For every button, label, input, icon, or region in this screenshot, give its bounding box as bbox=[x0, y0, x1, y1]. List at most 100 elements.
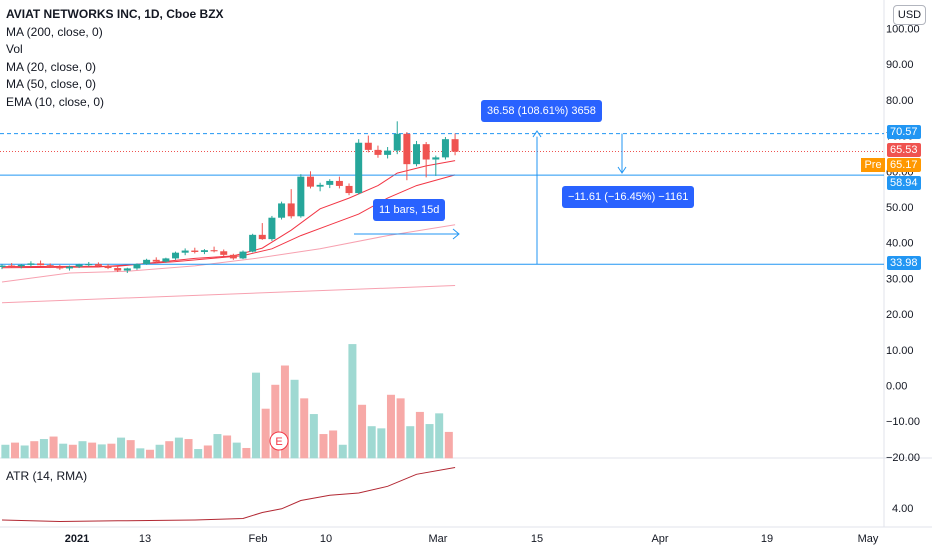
price-label-line-a: 58.94 bbox=[887, 176, 921, 190]
candle-body bbox=[8, 265, 16, 267]
bars-range-arrowhead bbox=[452, 228, 460, 240]
earnings-marker-label: E bbox=[275, 436, 282, 448]
volume-bar bbox=[11, 442, 20, 459]
ma50-line bbox=[1, 224, 456, 283]
candle-body bbox=[316, 184, 324, 187]
x-tick-label: May bbox=[858, 533, 879, 545]
volume-bar bbox=[444, 431, 453, 459]
candle-body bbox=[239, 251, 247, 259]
legend-ema10[interactable]: EMA (10, close, 0) bbox=[6, 94, 105, 109]
atr-legend[interactable]: ATR (14, RMA) bbox=[6, 469, 88, 483]
volume-bar bbox=[88, 442, 97, 459]
volume-bar bbox=[348, 344, 357, 459]
candle-body bbox=[451, 139, 459, 152]
candle-body bbox=[162, 258, 170, 262]
candle-body bbox=[306, 176, 314, 187]
legend-ma50[interactable]: MA (50, close, 0) bbox=[6, 77, 97, 91]
candle-body bbox=[65, 266, 73, 269]
candle-body bbox=[268, 217, 276, 240]
volume-bar bbox=[319, 434, 328, 459]
volume-bar bbox=[261, 408, 270, 459]
candle-body bbox=[229, 254, 237, 259]
volume-bar bbox=[271, 384, 280, 459]
pre-market-tag: Pre bbox=[861, 158, 885, 172]
price-label-last: 65.53 bbox=[887, 143, 921, 157]
chart-legend: AVIAT NETWORKS INC, 1D, Cboe BZX MA (200… bbox=[6, 6, 224, 111]
candle-body bbox=[441, 139, 449, 158]
currency-button[interactable]: USD bbox=[893, 5, 926, 25]
candle-body bbox=[297, 176, 305, 217]
range-down-callout[interactable]: −11.61 (−16.45%) −1161 bbox=[562, 186, 695, 208]
volume-bar bbox=[78, 441, 87, 459]
price-label-dashed: 70.57 bbox=[887, 125, 921, 139]
volume-bar bbox=[117, 437, 126, 459]
legend-ma200[interactable]: MA (200, close, 0) bbox=[6, 24, 103, 39]
earnings-marker bbox=[269, 431, 289, 451]
x-tick-label: 15 bbox=[531, 533, 543, 545]
volume-bar bbox=[126, 440, 135, 459]
y-tick-label: 50.00 bbox=[886, 202, 914, 214]
volume-bar bbox=[194, 449, 203, 459]
y-tick-label: 80.00 bbox=[886, 95, 914, 107]
x-tick-label: Mar bbox=[429, 533, 448, 545]
candle-body bbox=[384, 150, 392, 155]
candle-body bbox=[220, 251, 228, 255]
volume-bar bbox=[232, 442, 241, 459]
candle-body bbox=[114, 268, 122, 271]
volume-bar bbox=[49, 436, 58, 459]
volume-bar bbox=[145, 449, 154, 459]
legend-ma20[interactable]: MA (20, close, 0) bbox=[6, 59, 97, 74]
candle-body bbox=[432, 157, 440, 160]
candle-body bbox=[393, 133, 401, 151]
volume-bar bbox=[358, 404, 367, 459]
volume-bar bbox=[155, 444, 164, 459]
candle-body bbox=[364, 142, 372, 150]
candle-body bbox=[278, 203, 286, 218]
volume-bar bbox=[213, 434, 222, 459]
y-tick-label: −10.00 bbox=[886, 416, 920, 428]
y-tick-label: 20.00 bbox=[886, 309, 914, 321]
x-tick-label: 2021 bbox=[65, 533, 89, 545]
candle-body bbox=[75, 264, 83, 267]
x-tick-label: Apr bbox=[651, 533, 668, 545]
range-up-callout[interactable]: 36.58 (108.61%) 3658 bbox=[481, 100, 602, 122]
candle-body bbox=[210, 250, 218, 252]
candle-body bbox=[355, 142, 363, 194]
legend-vol[interactable]: Vol bbox=[6, 42, 23, 56]
range-up-arrowhead bbox=[532, 130, 542, 138]
candle-body bbox=[46, 265, 54, 267]
ma20-line bbox=[1, 174, 456, 269]
volume-bar bbox=[39, 439, 48, 459]
candle-body bbox=[422, 144, 430, 160]
candle-body bbox=[326, 180, 334, 185]
candle-body bbox=[104, 265, 112, 269]
bars-range-callout[interactable]: 11 bars, 15d bbox=[373, 199, 446, 221]
y-tick-label: 30.00 bbox=[886, 273, 914, 285]
volume-bar bbox=[338, 444, 347, 459]
legend-title[interactable]: AVIAT NETWORKS INC, 1D, Cboe BZX bbox=[6, 7, 224, 21]
volume-bar bbox=[174, 437, 183, 459]
candle-body bbox=[152, 259, 160, 262]
y-tick-label: 10.00 bbox=[886, 345, 914, 357]
volume-bar bbox=[165, 441, 174, 459]
volume-bar bbox=[377, 428, 386, 459]
ema10-line bbox=[1, 160, 456, 268]
y-tick-label: 100.00 bbox=[886, 24, 920, 36]
volume-bar bbox=[68, 444, 77, 459]
x-tick-label: 13 bbox=[139, 533, 151, 545]
volume-bar bbox=[20, 445, 29, 459]
y-tick-label: 0.00 bbox=[886, 381, 907, 393]
volume-bar bbox=[367, 426, 376, 459]
candle-body bbox=[133, 264, 141, 269]
price-label-pre: 65.17 bbox=[887, 158, 921, 172]
volume-bar bbox=[59, 443, 68, 459]
volume-bar bbox=[300, 398, 309, 459]
volume-bar bbox=[242, 447, 251, 459]
y-tick-label: −20.00 bbox=[886, 452, 920, 464]
x-tick-label: Feb bbox=[249, 533, 268, 545]
volume-bar bbox=[184, 439, 193, 459]
candle-body bbox=[249, 234, 257, 252]
candle-body bbox=[172, 252, 180, 259]
x-tick-label: 10 bbox=[320, 533, 332, 545]
